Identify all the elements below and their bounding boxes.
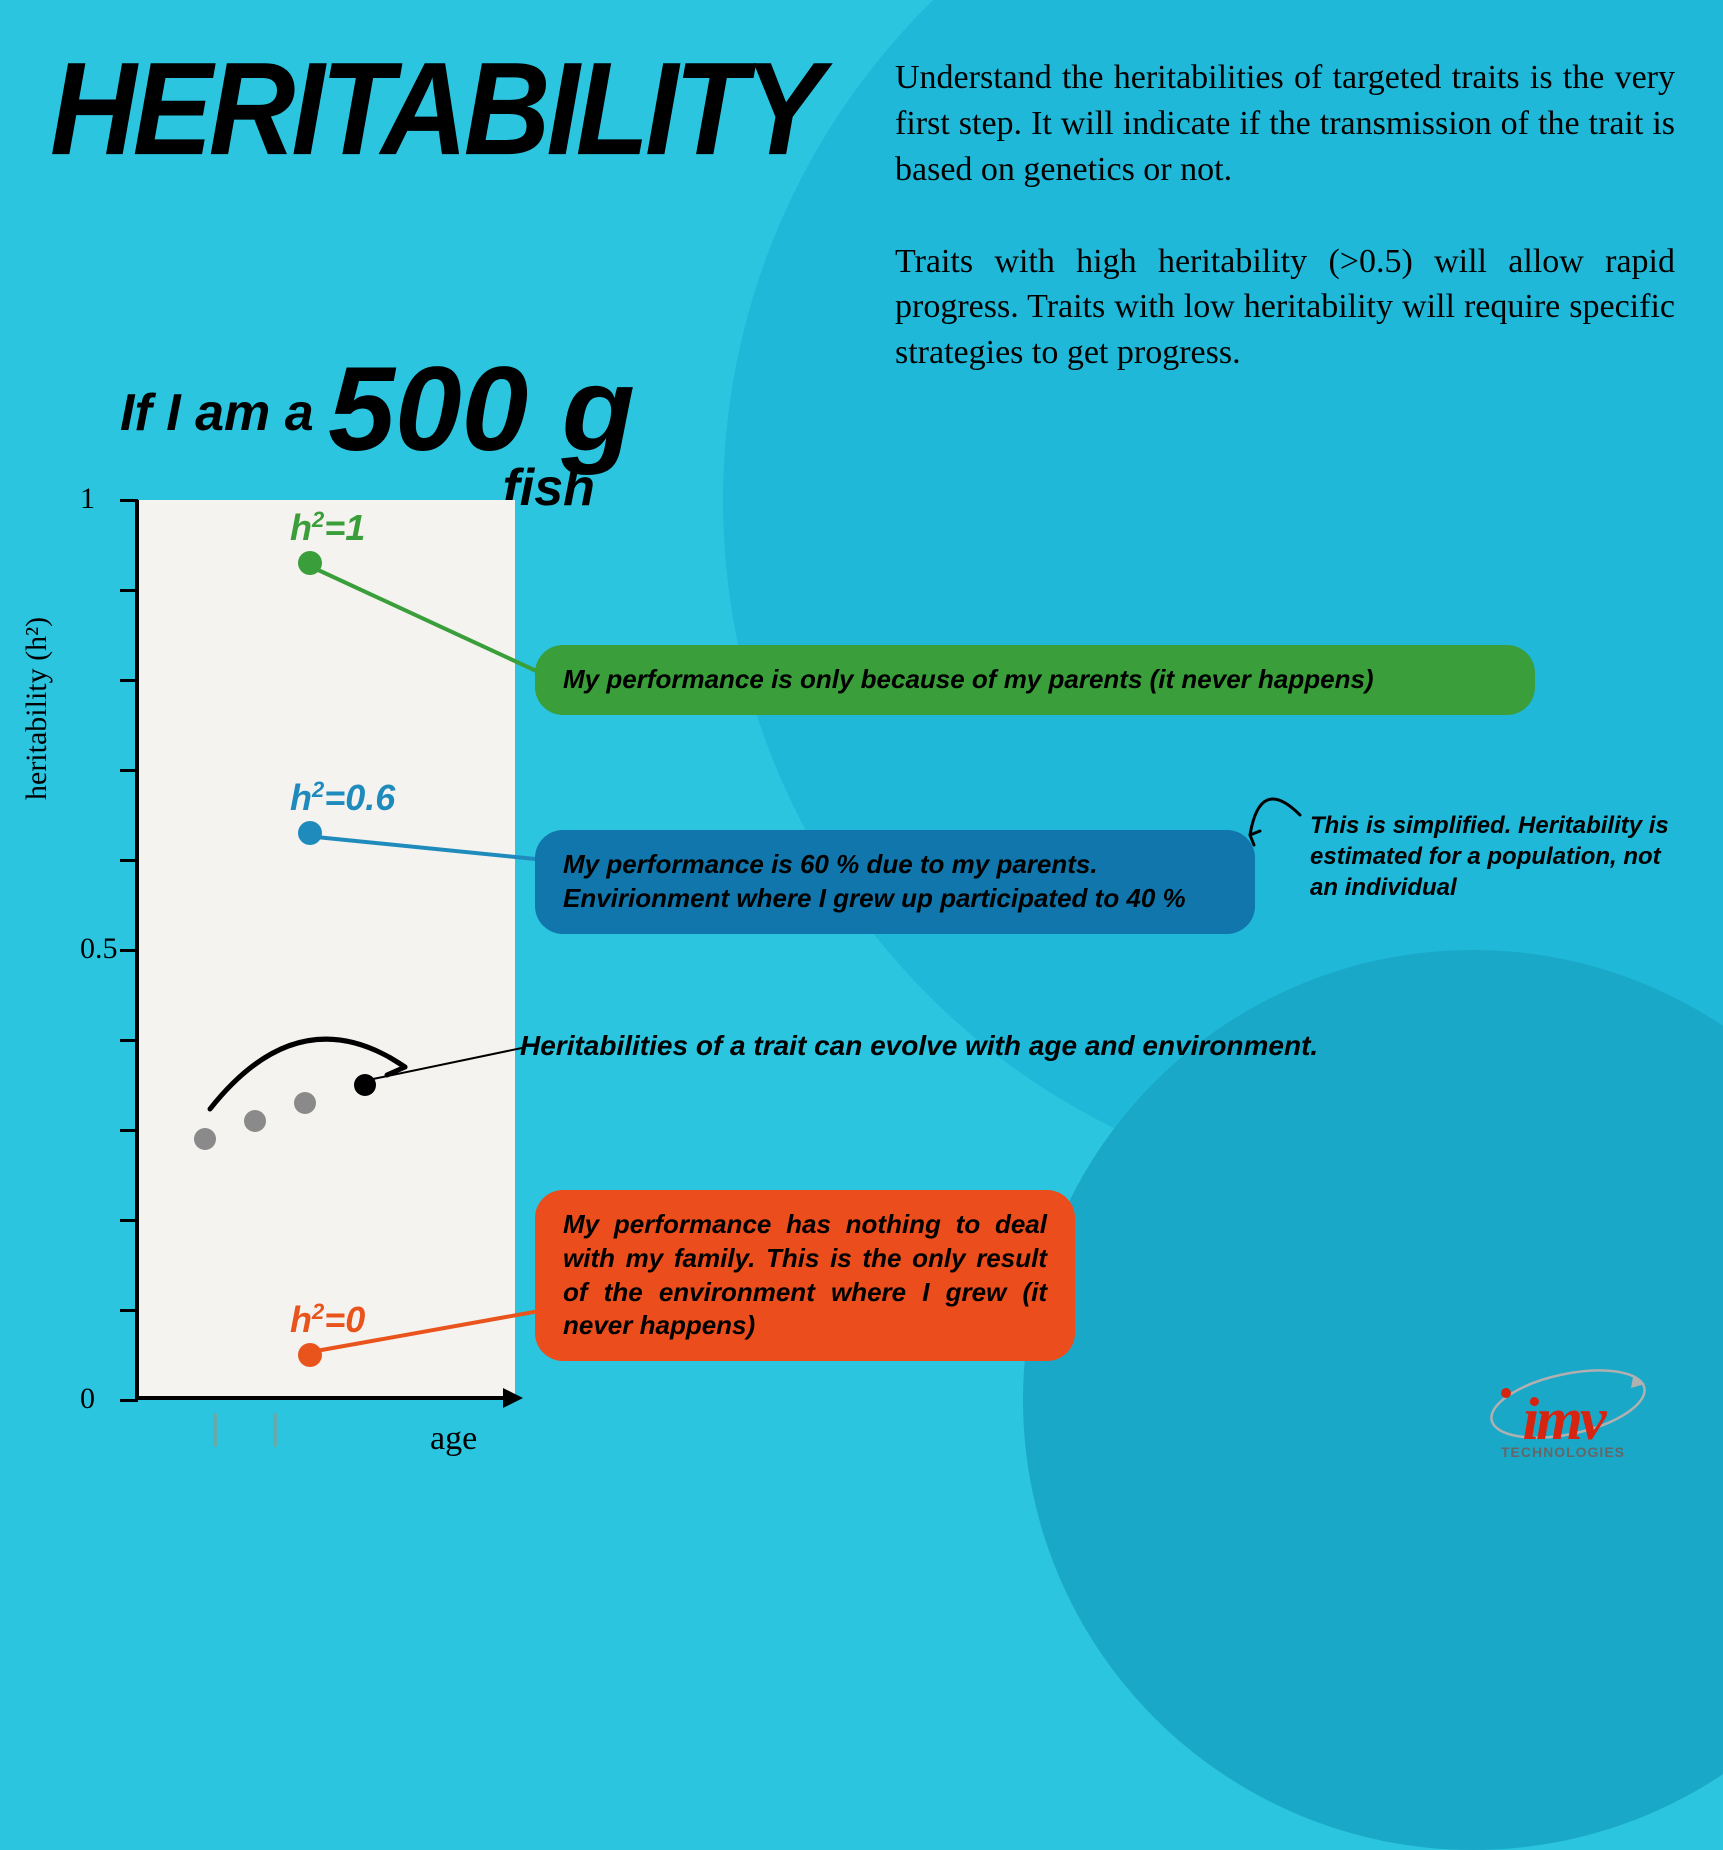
subtitle-prefix: If I am a bbox=[120, 384, 328, 442]
y-axis-label: heritability (h²) bbox=[20, 617, 54, 800]
y-tick bbox=[120, 589, 138, 592]
y-tick-label: 0.5 bbox=[80, 932, 118, 966]
y-tick-label: 1 bbox=[80, 482, 95, 516]
page-title: HERITABILITY bbox=[50, 33, 820, 185]
side-note: This is simplified. Heritability is esti… bbox=[1310, 810, 1690, 904]
y-tick bbox=[120, 1309, 138, 1312]
callout-h06: My performance is 60 % due to my parents… bbox=[535, 830, 1255, 934]
y-tick bbox=[120, 1129, 138, 1132]
subtitle: If I am a 500 g fish bbox=[120, 340, 635, 518]
point-h1-dot bbox=[298, 551, 322, 575]
y-tick bbox=[120, 1039, 138, 1042]
trend-dot-1 bbox=[244, 1110, 266, 1132]
y-tick-label: 0 bbox=[80, 1382, 95, 1416]
callout-h0: My performance has nothing to deal with … bbox=[535, 1190, 1075, 1361]
point-h0-dot bbox=[298, 1343, 322, 1367]
intro-p2: Traits with high heritability (>0.5) wil… bbox=[895, 239, 1675, 377]
logo: imv TECHNOLOGIES bbox=[1473, 1362, 1653, 1460]
point-h06-dot bbox=[298, 821, 322, 845]
intro-text: Understand the heritabilities of targete… bbox=[895, 55, 1675, 376]
x-axis bbox=[135, 1396, 515, 1400]
chart-plot-area bbox=[135, 500, 515, 1400]
evolve-note: Heritabilities of a trait can evolve wit… bbox=[520, 1030, 1318, 1062]
y-tick bbox=[120, 859, 138, 862]
callout-h1: My performance is only because of my par… bbox=[535, 645, 1535, 715]
logo-dot-icon bbox=[1501, 1388, 1511, 1398]
x-axis-label: age bbox=[430, 1420, 477, 1458]
y-tick bbox=[120, 949, 138, 952]
y-tick bbox=[120, 499, 138, 502]
trend-dot-0 bbox=[194, 1128, 216, 1150]
subtitle-big: 500 g bbox=[328, 342, 635, 476]
point-h06-label: h2=0.6 bbox=[290, 777, 395, 819]
point-h0-label: h2=0 bbox=[290, 1299, 365, 1341]
y-tick bbox=[120, 1399, 138, 1402]
intro-p1: Understand the heritabilities of targete… bbox=[895, 55, 1675, 193]
point-h1-label: h2=1 bbox=[290, 507, 365, 549]
y-tick bbox=[120, 1219, 138, 1222]
trend-dot-2 bbox=[294, 1092, 316, 1114]
x-axis-arrow-icon bbox=[503, 1388, 523, 1408]
y-tick bbox=[120, 769, 138, 772]
y-tick bbox=[120, 679, 138, 682]
trend-dot-3 bbox=[354, 1074, 376, 1096]
